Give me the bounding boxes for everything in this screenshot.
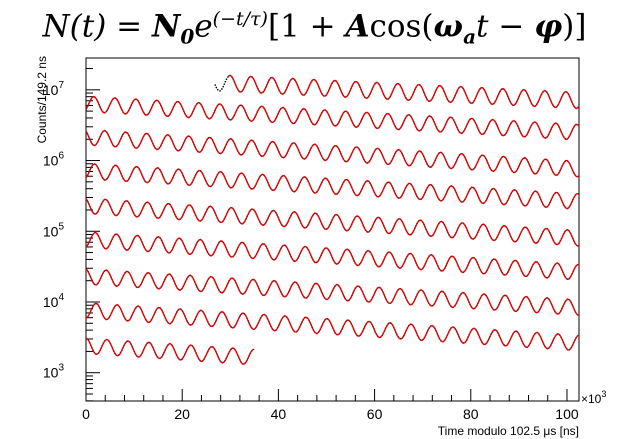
formula-omega-sub: a xyxy=(463,24,477,49)
formula-exponent: (−t/τ) xyxy=(212,8,268,30)
plot-frame xyxy=(85,57,580,402)
y-tick-label: 103 xyxy=(43,363,65,381)
x-axis-multiplier: ×103 xyxy=(581,389,606,406)
formula-a: A xyxy=(345,8,370,45)
formula-phi: φ xyxy=(534,8,563,45)
formula-cos: cos( xyxy=(369,8,434,45)
formula-t: t xyxy=(476,8,489,45)
y-tick-label: 105 xyxy=(43,221,65,239)
chart-title-formula: N(t) = N0e(−t/τ)[1 + Acos(ωat − φ)] xyxy=(42,8,587,49)
data-series-5 xyxy=(85,198,579,247)
x-tick-label: 60 xyxy=(367,406,383,422)
x-tick-label: 80 xyxy=(463,406,479,422)
x-tick-label: 0 xyxy=(82,406,90,422)
formula-omega: ω xyxy=(433,8,464,45)
fit-curve-9 xyxy=(85,337,255,365)
x-tick-label: 20 xyxy=(174,406,190,422)
formula-e: e xyxy=(194,8,213,45)
fit-curve-5 xyxy=(85,198,580,247)
x-axis-title: Time modulo 102.5 μs [ns] xyxy=(438,424,579,438)
formula-close: )] xyxy=(562,8,587,45)
formula-lhs: N(t) xyxy=(42,8,107,45)
fit-curve-2 xyxy=(85,96,580,140)
x-tick-label: 100 xyxy=(555,406,579,422)
fit-curve-3 xyxy=(85,130,580,178)
data-series-9 xyxy=(85,337,254,365)
fit-curve-7 xyxy=(85,268,580,317)
x-tick-label: 40 xyxy=(271,406,287,422)
fit-curve-1 xyxy=(227,74,580,110)
y-tick-label: 106 xyxy=(43,151,65,169)
y-tick-label: 104 xyxy=(43,292,65,310)
y-axis-title: Counts/149.2 ns xyxy=(35,56,49,143)
formula-bracket-open: [1 + xyxy=(267,8,346,45)
fit-curve-8 xyxy=(85,302,580,351)
x-axis-ticks: 0 20 40 60 80 100 xyxy=(82,389,579,422)
plot-series xyxy=(85,74,580,365)
fit-curve-6 xyxy=(85,231,580,280)
y-axis-ticks: 103 104 105 106 107 xyxy=(43,80,100,381)
y-tick-label: 107 xyxy=(43,80,65,98)
fit-curve-4 xyxy=(85,163,580,210)
formula-n0: N xyxy=(152,8,181,45)
formula-minus: − xyxy=(488,8,535,45)
formula-n0-sub: 0 xyxy=(180,24,195,49)
y-minor-ticks xyxy=(86,68,93,402)
